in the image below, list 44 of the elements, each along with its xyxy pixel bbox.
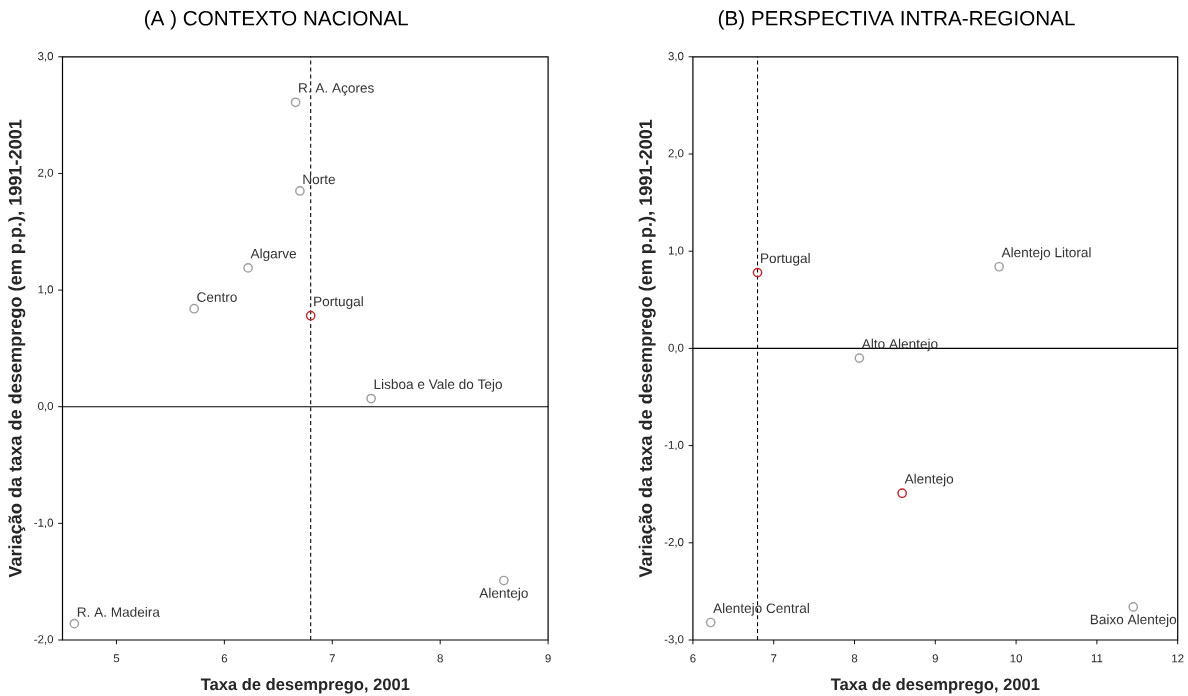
annotation: Portugal xyxy=(314,296,363,309)
annotation: Portugal xyxy=(761,253,810,266)
y-tick-label: 1,0 xyxy=(668,246,684,256)
x-axis-title: Taxa de desemprego, 2001 xyxy=(830,678,1040,694)
annotation: Lisboa e Vale do Tejo xyxy=(374,379,502,392)
annotation: Alentejo Central xyxy=(713,603,809,616)
y-tick-label: 3,0 xyxy=(668,52,684,62)
annotation: R. A. Madeira xyxy=(77,606,160,617)
y-tick-label: 2,0 xyxy=(38,168,54,179)
y-tick-label: -3,0 xyxy=(664,635,684,645)
y-tick-label: -1,0 xyxy=(664,440,684,451)
y-tick-label: 1,0 xyxy=(38,285,54,295)
x-tick-label: 8 xyxy=(851,654,858,663)
x-axis-title: Taxa de desemprego, 2001 xyxy=(200,678,410,694)
y-tick-label: -2,0 xyxy=(664,538,684,548)
y-axis-title: Variação da taxa de desemprego (em p.p.), 1991-2001 xyxy=(638,119,656,578)
y-tick-label: 3,0 xyxy=(38,52,54,62)
y-tick-label: -2,0 xyxy=(34,635,54,645)
x-tick-label: 7 xyxy=(329,654,335,663)
y-tick-label: 2,0 xyxy=(668,149,684,159)
annotation: Centro xyxy=(197,292,237,302)
chart-title: (B) PERSPECTIVA INTRA-REGIONAL xyxy=(718,10,1075,30)
annotation: Algarve xyxy=(250,248,297,262)
x-tick-label: 12 xyxy=(1172,654,1184,663)
annotation: Norte xyxy=(303,174,335,185)
x-tick-label: 9 xyxy=(932,654,938,663)
y-axis-title: Variação da taxa de desemprego (em p.p.), 1991-2001 xyxy=(8,119,26,578)
annotation: R. A. Açores xyxy=(299,83,374,96)
x-tick-label: 5 xyxy=(113,654,120,663)
annotation: Alentejo Litoral xyxy=(1001,247,1091,260)
y-tick-label: 0,0 xyxy=(38,401,54,412)
x-tick-label: 10 xyxy=(1010,654,1023,663)
x-tick-label: 9 xyxy=(545,654,551,663)
x-tick-label: 8 xyxy=(437,654,443,663)
annotation: Alentejo xyxy=(904,473,954,487)
x-tick-label: 7 xyxy=(771,654,777,663)
y-tick-label: -1,0 xyxy=(34,518,54,529)
annotation: Alentejo xyxy=(479,587,528,601)
y-tick-label: 0,0 xyxy=(668,343,684,354)
chart-title: (A ) CONTEXTO NACIONAL xyxy=(145,10,408,30)
x-tick-label: 6 xyxy=(690,654,696,663)
x-tick-label: 11 xyxy=(1091,654,1103,663)
x-tick-label: 6 xyxy=(221,654,228,663)
annotation: Baixo Alentejo xyxy=(1090,614,1177,627)
